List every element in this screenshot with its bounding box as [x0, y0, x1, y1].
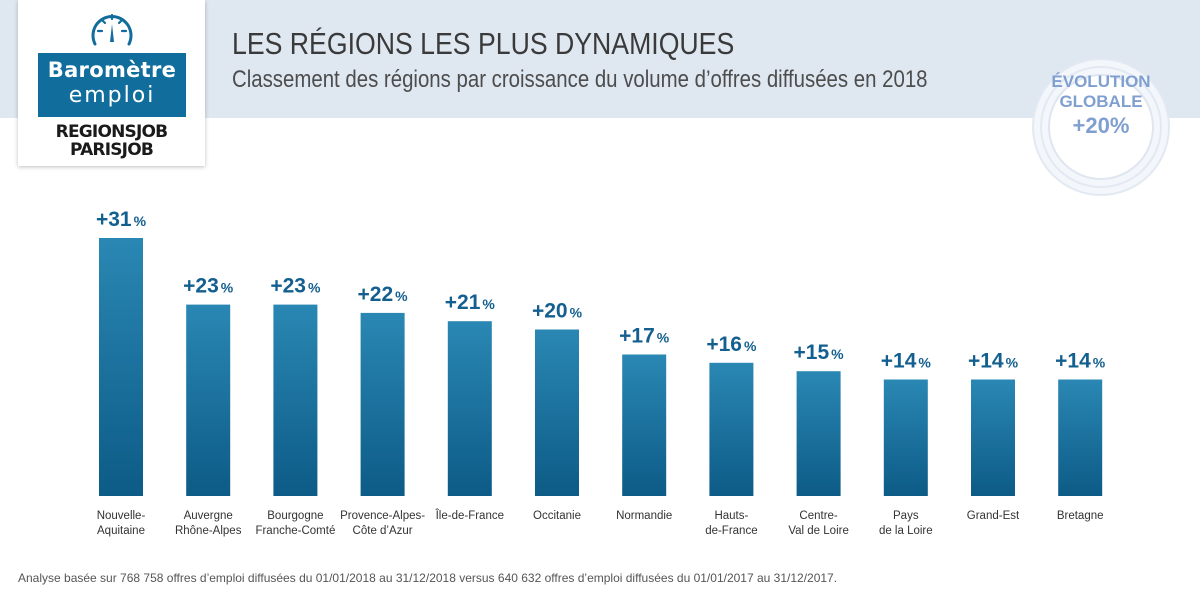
page-title: LES RÉGIONS LES PLUS DYNAMIQUES: [232, 26, 735, 61]
category-label: Bourgogne Franche-Comté: [255, 510, 335, 537]
category-label: Nouvelle-Aquitaine: [97, 510, 146, 537]
badge-line2: GLOBALE: [1059, 92, 1143, 111]
bar-value-label: +31%: [96, 208, 147, 231]
bar-value-label: +16%: [706, 333, 757, 356]
bar-value-label: +22%: [358, 283, 409, 306]
bar-value-label: +14%: [968, 350, 1019, 373]
global-evolution-badge: ÉVOLUTION GLOBALE +20%: [1030, 72, 1172, 140]
bar: [186, 304, 231, 496]
bar-value-label: +17%: [619, 325, 670, 348]
barometre-emploi-logo: Baromètre emploi: [38, 53, 186, 117]
bar-value-label: +20%: [532, 300, 583, 323]
bar: [709, 362, 754, 496]
badge-value: +20%: [1072, 113, 1130, 138]
category-label: Île-de-France: [435, 509, 504, 522]
bar-value-label: +21%: [445, 291, 496, 314]
category-label: Hauts-de-France: [705, 510, 757, 537]
footnote: Analyse basée sur 768 758 offres d’emplo…: [18, 571, 838, 585]
bar: [796, 371, 841, 496]
gauge-icon: [91, 13, 133, 46]
bar: [971, 379, 1015, 496]
bar-value-label: +14%: [1055, 350, 1106, 373]
bar: [99, 238, 143, 496]
brand-parisjob: PARISJOB: [69, 140, 154, 160]
category-label: Grand-Est: [967, 510, 1020, 522]
category-label: Normandie: [616, 510, 672, 522]
logo-card: Baromètre emploi REGIONSJOB PARISJOB: [18, 0, 205, 166]
bar: [273, 304, 318, 496]
category-label: Occitanie: [533, 510, 581, 522]
bar: [447, 321, 492, 496]
category-label: Provence-Alpes-Côte d’Azur: [340, 510, 425, 537]
bar-value-label: +15%: [794, 341, 845, 364]
bar: [535, 329, 579, 496]
badge-rosette-icon: [1032, 58, 1170, 196]
page-subtitle: Classement des régions par croissance du…: [232, 66, 928, 93]
brand-regionsjob: REGIONSJOB: [55, 122, 168, 142]
logo-line2: emploi: [68, 83, 156, 108]
bar: [883, 379, 928, 496]
bar-chart: +31 % Nouvelle-Aquitaine +23 % Auvergne Rhône-…: [96, 208, 1106, 537]
category-label: Centre-Val de Loire: [788, 510, 849, 537]
bar: [622, 354, 667, 496]
logo-line1: Baromètre: [47, 58, 177, 82]
category-label: Pays de la Loire: [879, 510, 933, 537]
category-label: Auvergne Rhône-Alpes: [175, 510, 242, 537]
category-label: Bretagne: [1057, 510, 1104, 522]
bar-value-label: +23%: [183, 275, 234, 298]
bar: [360, 312, 405, 496]
bar-value-label: +23%: [270, 275, 321, 298]
bar: [1058, 379, 1103, 496]
badge-line1: ÉVOLUTION: [1051, 72, 1151, 91]
bar-value-label: +14%: [881, 350, 932, 373]
